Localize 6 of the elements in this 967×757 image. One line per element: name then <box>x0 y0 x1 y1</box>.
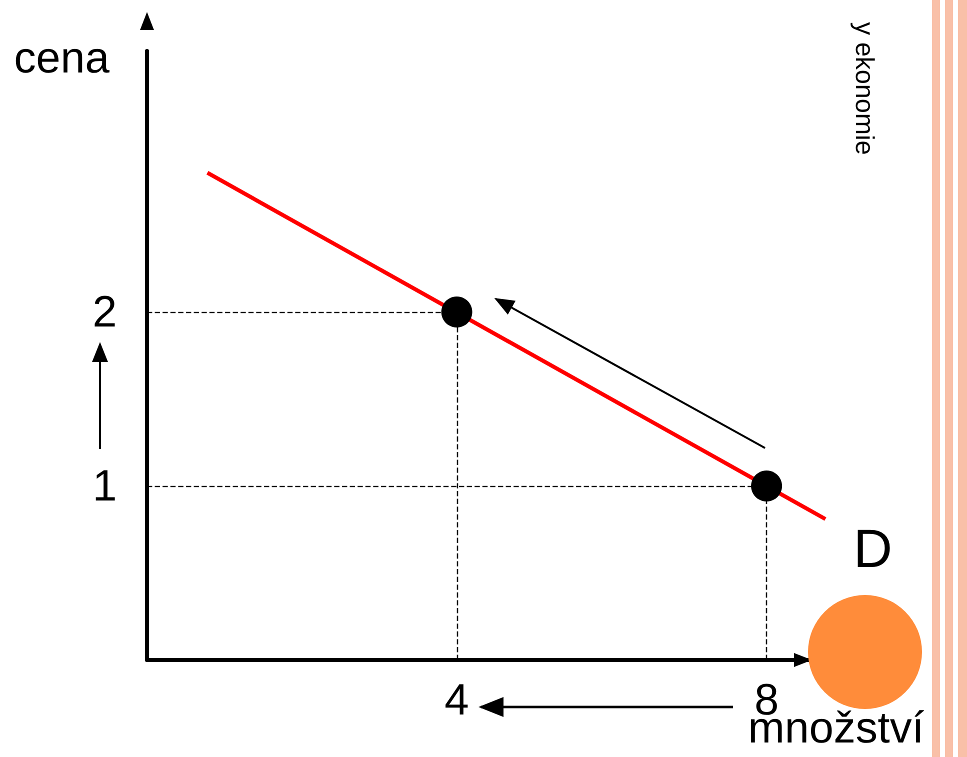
y-tick-label: 1 <box>92 462 117 510</box>
text: y ekonomie <box>850 22 880 155</box>
series-label: D <box>853 519 892 580</box>
y-axis-title: cena <box>14 34 110 82</box>
x-tick-label: 4 <box>444 676 470 724</box>
y-tick-label: 2 <box>92 288 117 336</box>
